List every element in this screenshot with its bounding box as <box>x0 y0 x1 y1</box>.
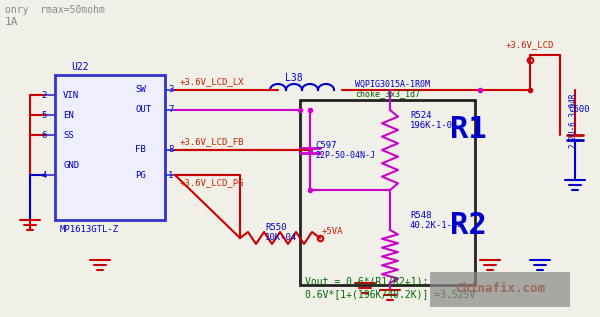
Text: 1: 1 <box>168 171 173 179</box>
Text: 5: 5 <box>41 111 46 120</box>
Text: MP1613GTL-Z: MP1613GTL-Z <box>60 225 119 235</box>
Text: 2.2U-6.3-04R: 2.2U-6.3-04R <box>568 92 577 148</box>
Text: C600: C600 <box>568 106 589 114</box>
Text: WQPIG3015A-1R0M: WQPIG3015A-1R0M <box>355 80 430 88</box>
Bar <box>300 100 475 285</box>
Text: FB: FB <box>135 146 146 154</box>
Text: 40.2K-1-04: 40.2K-1-04 <box>410 221 464 230</box>
Text: +3.6V_LCD_PG: +3.6V_LCD_PG <box>180 178 245 187</box>
Text: PG: PG <box>135 171 146 179</box>
Text: 6: 6 <box>41 131 46 139</box>
Text: U22: U22 <box>71 62 89 72</box>
Text: +3.6V_LCD: +3.6V_LCD <box>506 41 554 49</box>
Text: OUT: OUT <box>135 106 151 114</box>
Text: R1: R1 <box>450 115 487 145</box>
Text: SS: SS <box>63 131 74 139</box>
Text: R548: R548 <box>410 210 431 219</box>
Text: 8: 8 <box>168 146 173 154</box>
Text: 7: 7 <box>168 106 173 114</box>
Text: Chinafix.com: Chinafix.com <box>455 282 545 295</box>
Text: EN: EN <box>63 111 74 120</box>
Text: 0.6V*[1+(196K/40.2K)] =3.525V: 0.6V*[1+(196K/40.2K)] =3.525V <box>305 289 475 299</box>
Text: 22P-50-04N-J: 22P-50-04N-J <box>315 151 375 159</box>
Text: 3: 3 <box>168 86 173 94</box>
Text: C597: C597 <box>315 140 337 150</box>
Text: Vout = 0.6*(R1/R2+1);: Vout = 0.6*(R1/R2+1); <box>305 277 428 287</box>
Text: onry  rmax=50mohm: onry rmax=50mohm <box>5 5 105 15</box>
Text: 10K-04: 10K-04 <box>265 234 297 243</box>
Text: +3.6V_LCD_LX: +3.6V_LCD_LX <box>180 77 245 87</box>
Text: choke_3x3_1d7: choke_3x3_1d7 <box>355 89 420 99</box>
Bar <box>430 272 570 307</box>
Text: VIN: VIN <box>63 90 79 100</box>
Bar <box>55 75 165 220</box>
Text: 4: 4 <box>41 171 46 179</box>
Text: L38: L38 <box>285 73 302 83</box>
Text: R2: R2 <box>450 210 487 240</box>
Text: +3.6V_LCD_FB: +3.6V_LCD_FB <box>180 138 245 146</box>
Text: 1A: 1A <box>5 17 19 27</box>
Text: R524: R524 <box>410 111 431 120</box>
Text: R550: R550 <box>265 223 287 232</box>
Text: 196K-1-04: 196K-1-04 <box>410 120 458 130</box>
Text: 2: 2 <box>41 90 46 100</box>
Text: GND: GND <box>63 160 79 170</box>
Text: +5VA: +5VA <box>322 228 343 236</box>
Text: SW: SW <box>135 86 146 94</box>
